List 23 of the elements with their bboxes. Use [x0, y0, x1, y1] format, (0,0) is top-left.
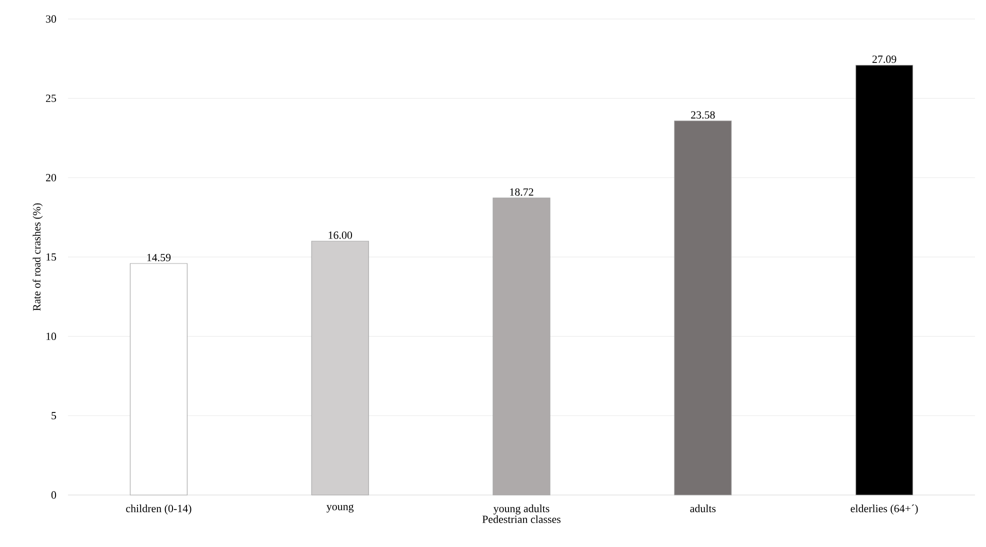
y-tick-label: 10	[46, 332, 56, 340]
data-label: 18.72	[510, 188, 534, 196]
x-tick-label: young adults	[493, 504, 550, 514]
y-tick-label: 25	[46, 94, 56, 102]
bar	[130, 263, 188, 496]
y-tick-label: 30	[46, 15, 56, 23]
bar	[856, 64, 914, 496]
data-label: 27.09	[872, 56, 896, 63]
data-label: 16.00	[328, 231, 352, 239]
y-tick-label: 20	[46, 174, 56, 182]
y-tick-label: 0	[51, 491, 56, 499]
x-tick-label: children (0-14)	[126, 504, 192, 514]
x-axis-title: Pedestrian classes	[482, 515, 561, 524]
x-tick-label: young	[326, 504, 354, 513]
y-tick-label: 5	[52, 412, 56, 420]
data-label: 23.58	[691, 111, 715, 119]
y-axis-title: Rate of road crashes (%)	[32, 203, 43, 311]
x-tick-label: adults	[690, 504, 716, 512]
y-tick-label: 15	[46, 253, 56, 261]
bar	[674, 120, 732, 496]
data-label: 14.59	[147, 254, 171, 262]
x-tick-label: elderlies (64+´)	[850, 504, 918, 514]
bar	[492, 198, 550, 496]
